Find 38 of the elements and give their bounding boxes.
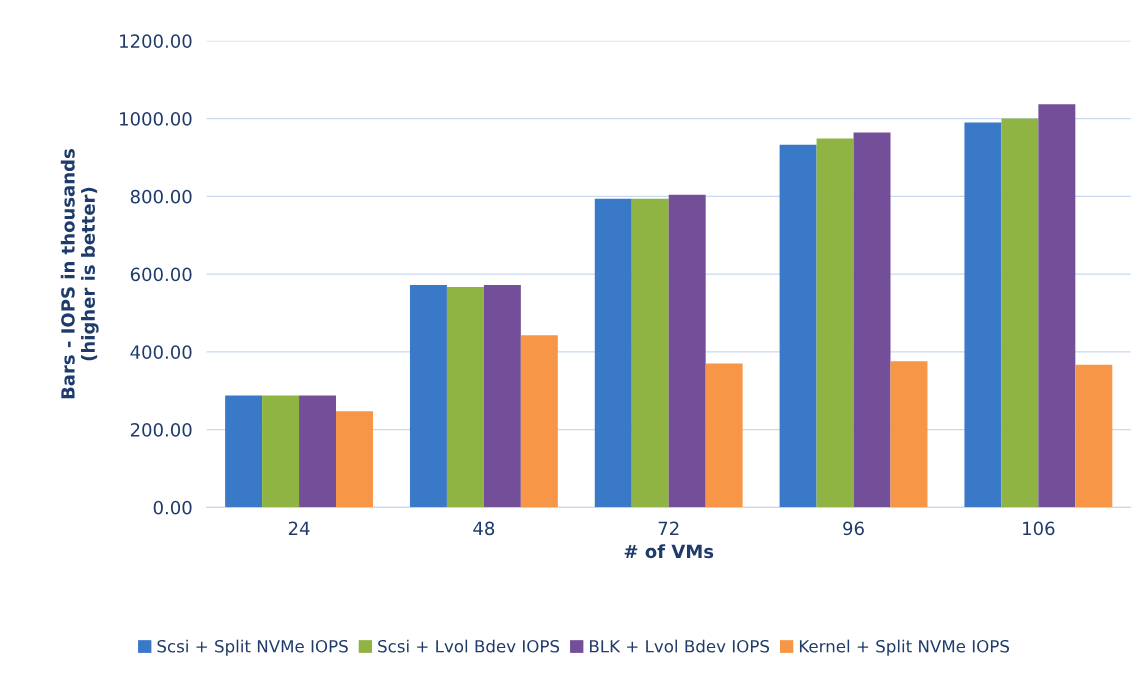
bar (409, 284, 447, 508)
y-tick-label: 400.00 (130, 345, 192, 359)
y-tick-label: 600.00 (130, 267, 192, 282)
bar (890, 361, 928, 508)
bar (1038, 104, 1076, 508)
x-tick-label: 48 (473, 521, 495, 536)
bar (779, 144, 817, 508)
legend-label: Kernel + Split NVMe IOPS (799, 639, 1010, 656)
x-axis-title: # of VMs (624, 544, 714, 559)
bar (594, 198, 632, 508)
y-tick-label: 1200.00 (120, 34, 192, 48)
legend-label: Scsi + Split NVMe IOPS (157, 639, 348, 656)
bar (853, 132, 891, 508)
legend-label: BLK + Lvol Bdev IOPS (590, 639, 770, 653)
y-tick-label: 1000.00 (120, 112, 192, 126)
x-tick-label: 72 (658, 521, 679, 535)
bar (1075, 364, 1113, 508)
bar (299, 395, 337, 508)
bar (225, 395, 263, 508)
bar (668, 194, 706, 508)
bar (520, 335, 558, 508)
legend-label: Scsi + Lvol Bdev IOPS (378, 639, 560, 653)
x-tick-label: 96 (843, 521, 864, 536)
bar (262, 395, 300, 508)
x-tick-label: 24 (288, 521, 310, 535)
y-tick-label: 0.00 (153, 500, 192, 515)
y-axis-title: Bars - IOPS in thousands (higher is better) (60, 149, 99, 399)
x-tick-label: 106 (1023, 521, 1055, 536)
bar (816, 138, 854, 508)
bar (631, 198, 669, 508)
bar (446, 286, 484, 508)
bar (964, 122, 1002, 508)
y-tick-label: 800.00 (130, 189, 192, 204)
bar (336, 411, 373, 508)
bar (705, 363, 743, 508)
bar (1001, 118, 1039, 508)
y-tick-label: 200.00 (130, 423, 192, 437)
bar (483, 284, 521, 508)
